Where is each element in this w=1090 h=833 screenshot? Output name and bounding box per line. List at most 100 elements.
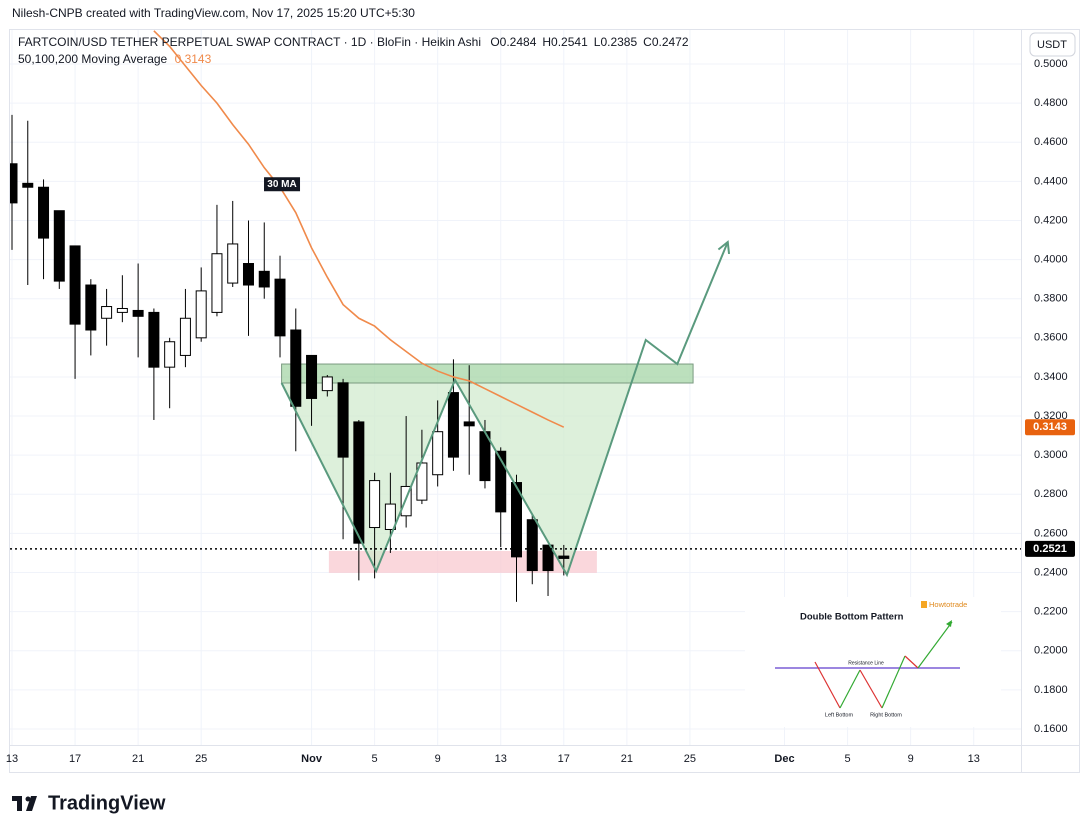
credit: Nilesh-CNPB created with TradingView.com… [12, 6, 415, 20]
ohlc-value: 0.2472 [651, 35, 689, 49]
y-tick-label: 0.4600 [1034, 136, 1068, 148]
y-tick-label: 0.4800 [1034, 97, 1068, 109]
inset-down-leg [814, 661, 841, 709]
candle-body [132, 309, 144, 317]
logo-icon [26, 796, 37, 811]
candle-body [384, 503, 396, 530]
y-tick-label: 0.2800 [1034, 488, 1068, 500]
y-tick-label: 0.3000 [1034, 449, 1068, 461]
candle-body [242, 263, 254, 286]
candle-body [463, 421, 475, 427]
x-tick-label: 17 [558, 753, 570, 765]
ohlc-key: O [490, 35, 500, 49]
candle-body [353, 421, 365, 544]
x-tick-label: 13 [495, 753, 507, 765]
y-tick-label: 0.3400 [1034, 371, 1068, 383]
candle-body [400, 485, 412, 517]
candle-body [164, 341, 176, 368]
inset: Double Bottom Pattern Howtotrade Resista… [745, 597, 1001, 727]
ma-axis-label: 0.3143 [1033, 421, 1067, 433]
candle-body [10, 163, 18, 204]
price-label: 0.2521 [1033, 543, 1067, 555]
candle-body [290, 329, 302, 407]
x-tick-label: 13 [6, 753, 18, 765]
price-zone [281, 363, 694, 384]
x-tick-label: 25 [684, 753, 696, 765]
x-tick-label: Dec [774, 753, 794, 765]
logo-text: TradingView [48, 792, 166, 814]
candle-body [148, 311, 160, 368]
inset-title: Double Bottom Pattern [800, 612, 904, 623]
candle-body [38, 186, 50, 239]
candle-body [495, 450, 507, 513]
ma-tag-bg [264, 177, 301, 192]
x-tick-label: 5 [845, 753, 851, 765]
ohlc-key: C [643, 35, 652, 49]
x-tick-label: 25 [195, 753, 207, 765]
candle-body [337, 382, 349, 458]
y-tick-label: 0.4400 [1034, 175, 1068, 187]
pattern-arrowhead [717, 240, 731, 255]
y-tick-label: 0.2400 [1034, 566, 1068, 578]
x-tick-label: 9 [435, 753, 441, 765]
pattern-line [280, 241, 729, 578]
y-tick-label: 0.3800 [1034, 293, 1068, 305]
inset-left-label: Left Bottom [825, 712, 854, 718]
ohlc-value: 0.2541 [551, 35, 588, 49]
candle-body [526, 519, 538, 572]
y-tick-label: 0.2200 [1034, 606, 1068, 618]
price-label-bg [1025, 540, 1075, 557]
inset-brand: Howtotrade [929, 600, 967, 609]
ohlc-key: H [542, 35, 552, 49]
ma-label-bg [1025, 419, 1075, 436]
candle-body [227, 243, 239, 284]
candle-body [447, 392, 459, 458]
y-tick-label: 0.1600 [1034, 723, 1068, 735]
logo: TradingView [12, 792, 166, 814]
ohlc-key: L [593, 35, 601, 49]
y-tick-label: 0.2000 [1034, 645, 1068, 657]
unit-label[interactable]: USDT [1037, 39, 1067, 51]
inset-right-label: Right Bottom [870, 712, 902, 718]
chart-title: FARTCOIN/USD TETHER PERPETUAL SWAP CONTR… [18, 35, 481, 49]
candle-body [85, 284, 97, 331]
candle-body [416, 462, 428, 501]
inset-down-leg [904, 655, 919, 669]
unit-button[interactable] [1029, 32, 1076, 57]
candle-body [195, 290, 207, 339]
candle-body [69, 245, 81, 325]
pattern-fill [281, 379, 632, 575]
y-tick-label: 0.1800 [1034, 684, 1068, 696]
ma-value: 0.3143 [174, 52, 212, 66]
y-tick-label: 0.5000 [1034, 58, 1068, 70]
candle-body [321, 376, 333, 392]
y-tick-label: 0.2600 [1034, 527, 1068, 539]
candle-body [53, 210, 65, 282]
candle-body [101, 306, 113, 319]
candle-body [274, 278, 286, 337]
candle-body [211, 253, 223, 313]
inset-up-leg [881, 655, 906, 709]
inset-down-leg [859, 669, 883, 709]
inset-up-leg [839, 669, 861, 709]
candles [10, 114, 570, 602]
logo-icon [25, 796, 31, 802]
x-tick-label: 21 [132, 753, 144, 765]
axes: 0.1600 0.1800 0.2000 0.2200 0.2400 0.2600 0.28… [6, 58, 1068, 765]
logo-icon [17, 796, 22, 811]
y-tick-label: 0.4000 [1034, 254, 1068, 266]
overlay [153, 30, 731, 578]
ma-name: 50,100,200 Moving Average [18, 52, 168, 66]
inset-brand-icon [921, 601, 927, 608]
x-tick-label: 17 [69, 753, 81, 765]
y-tick-label: 0.4200 [1034, 214, 1068, 226]
candle-body [179, 317, 191, 356]
candle-body [542, 544, 554, 572]
candle-body [511, 482, 523, 558]
legend-main: FARTCOIN/USD TETHER PERPETUAL SWAP CONTR… [18, 35, 689, 49]
x-tick-label: 21 [621, 753, 633, 765]
ma-line [153, 30, 565, 428]
x-tick-label: 9 [908, 753, 914, 765]
